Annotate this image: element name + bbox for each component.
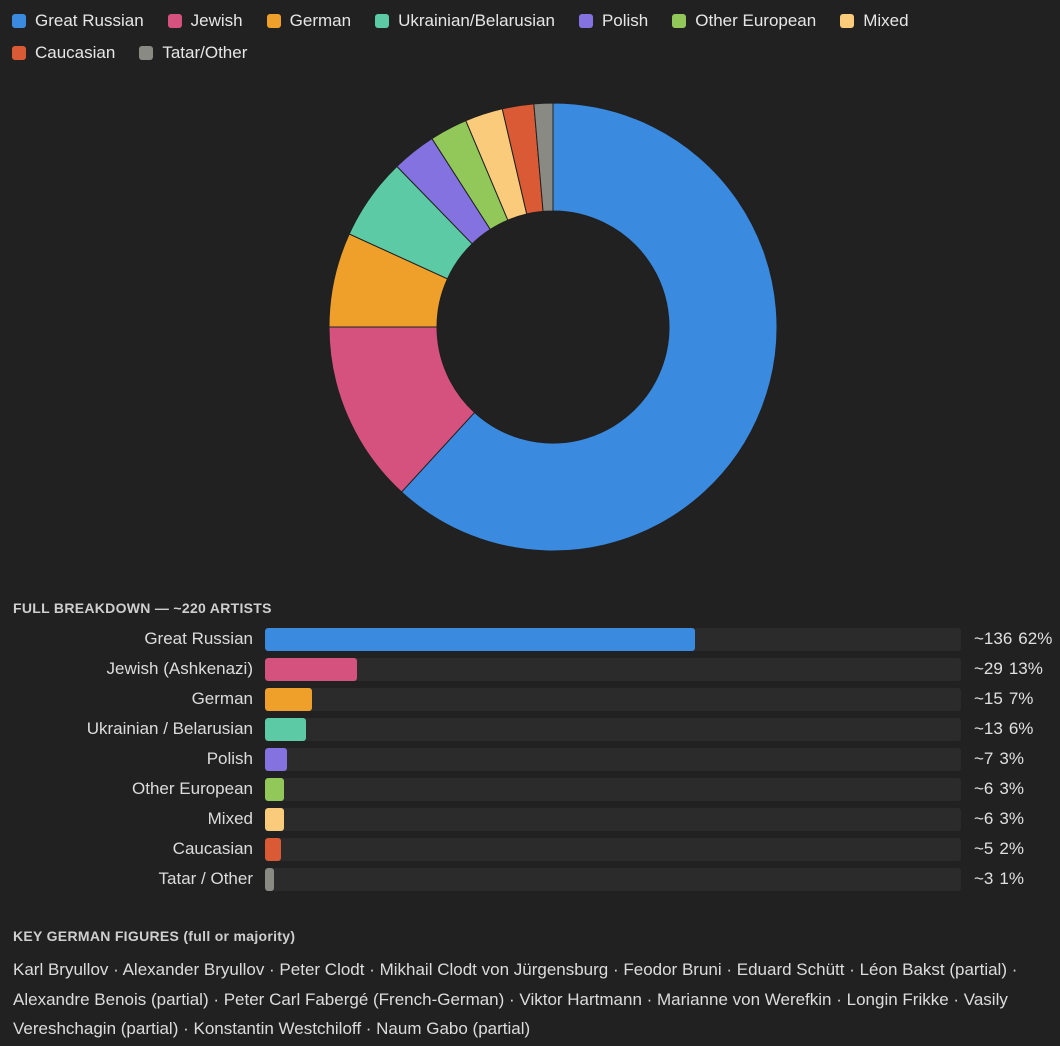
legend-swatch — [375, 14, 390, 28]
bar-count: ~6 — [974, 809, 994, 828]
bar-fill-caucasian[interactable] — [265, 838, 281, 861]
bar-count: ~3 — [974, 869, 994, 888]
bar-percent: 1% — [999, 869, 1024, 888]
legend-label: Polish — [601, 11, 649, 30]
legend-label: Ukrainian/Belarusian — [398, 11, 555, 30]
legend-swatch — [840, 14, 855, 28]
bar-label: Great Russian — [144, 629, 253, 648]
legend-label: Tatar/Other — [162, 43, 248, 62]
bar-track — [265, 718, 961, 741]
bar-row-caucasian: Caucasian ~5 2% — [0, 835, 1060, 865]
bar-value-label: ~3 1% — [974, 869, 1024, 889]
bar-percent: 3% — [999, 809, 1024, 828]
legend-swatch — [139, 46, 154, 60]
legend-swatch — [578, 14, 593, 28]
legend-item-polish[interactable]: Polish — [578, 10, 649, 32]
legend-swatch — [167, 14, 182, 28]
bar-fill-great-russian[interactable] — [265, 628, 696, 651]
bar-count: ~15 — [974, 689, 1003, 708]
bar-row-mixed: Mixed ~6 3% — [0, 805, 1060, 835]
donut-slice-tatar-other[interactable] — [533, 102, 554, 212]
legend-item-german[interactable]: German — [266, 10, 352, 32]
bar-count: ~13 — [974, 719, 1003, 738]
bar-percent: 62% — [1018, 629, 1053, 648]
breakdown-title: FULL BREAKDOWN — ~220 ARTISTS — [13, 600, 272, 616]
bar-label: Ukrainian / Belarusian — [86, 719, 253, 738]
legend-swatch — [672, 14, 687, 28]
bar-track — [265, 838, 961, 861]
bar-value-label: ~6 3% — [974, 779, 1024, 799]
bar-value-label: ~7 3% — [974, 749, 1024, 769]
figures-title: KEY GERMAN FIGURES (full or majority) — [13, 928, 296, 944]
bar-count: ~29 — [974, 659, 1003, 678]
bar-percent: 2% — [999, 839, 1024, 858]
bar-percent: 6% — [1008, 719, 1034, 738]
donut-chart — [328, 102, 778, 552]
figures-list: Karl Bryullov · Alexander Bryullov · Pet… — [13, 960, 1018, 1038]
bar-label: Polish — [206, 749, 253, 768]
bar-fill-mixed[interactable] — [265, 808, 284, 831]
bar-percent: 13% — [1008, 659, 1043, 678]
bar-row-great-russian: Great Russian ~136 62% — [0, 625, 1060, 655]
legend-label: Caucasian — [35, 43, 116, 62]
bar-fill-polish[interactable] — [265, 748, 288, 771]
bar-count: ~136 — [974, 629, 1013, 648]
bar-label: German — [191, 689, 253, 708]
bar-fill-ukrainian-belarusian[interactable] — [265, 718, 307, 741]
legend-label: Other European — [695, 11, 817, 30]
legend-item-tatar-other[interactable]: Tatar/Other — [139, 42, 247, 64]
legend-label: Mixed — [863, 11, 909, 30]
bar-value-label: ~29 13% — [974, 659, 1043, 679]
bar-row-ukrainian-belarusian: Ukrainian / Belarusian ~13 6% — [0, 715, 1060, 745]
legend-label: Great Russian — [35, 11, 144, 30]
bar-label: Mixed — [207, 809, 253, 828]
legend-item-other-european[interactable]: Other European — [672, 10, 816, 32]
bar-label: Jewish (Ashkenazi) — [106, 659, 253, 678]
bar-track — [265, 628, 961, 651]
bar-row-german: German ~15 7% — [0, 685, 1060, 715]
bar-track — [265, 748, 961, 771]
legend-label: German — [289, 11, 352, 30]
bar-count: ~7 — [974, 749, 994, 768]
bar-fill-jewish-ashkenazi[interactable] — [265, 658, 357, 681]
bar-row-jewish-ashkenazi: Jewish (Ashkenazi) ~29 13% — [0, 655, 1060, 685]
bar-track — [265, 778, 961, 801]
bar-count: ~6 — [974, 779, 994, 798]
bar-value-label: ~136 62% — [974, 629, 1052, 649]
bar-value-label: ~15 7% — [974, 689, 1033, 709]
bar-value-label: ~5 2% — [974, 839, 1024, 859]
chart-legend: Great Russian Jewish German Ukrainian/Belar… — [12, 10, 1058, 64]
bar-track — [265, 808, 961, 831]
bar-track — [265, 658, 961, 681]
legend-swatch — [12, 14, 26, 28]
legend-item-mixed[interactable]: Mixed — [840, 10, 909, 32]
bar-percent: 7% — [1008, 689, 1034, 708]
bar-fill-german[interactable] — [265, 688, 313, 711]
legend-label: Jewish — [190, 11, 243, 30]
bar-label: Caucasian — [172, 839, 253, 858]
bar-value-label: ~13 6% — [974, 719, 1033, 739]
bar-track — [265, 868, 961, 891]
bar-fill-other-european[interactable] — [265, 778, 284, 801]
bar-fill-tatar-other[interactable] — [265, 868, 275, 891]
bar-percent: 3% — [999, 779, 1024, 798]
bar-row-polish: Polish ~7 3% — [0, 745, 1060, 775]
bar-label: Tatar / Other — [158, 869, 253, 888]
legend-item-great-russian[interactable]: Great Russian — [12, 10, 144, 32]
bar-track — [265, 688, 961, 711]
legend-swatch — [12, 46, 26, 60]
bar-row-other-european: Other European ~6 3% — [0, 775, 1060, 805]
bar-label: Other European — [132, 779, 253, 798]
donut-slice-great-russian[interactable] — [400, 102, 778, 552]
bar-count: ~5 — [974, 839, 994, 858]
legend-item-caucasian[interactable]: Caucasian — [12, 42, 115, 64]
bar-row-tatar-other: Tatar / Other ~3 1% — [0, 865, 1060, 895]
legend-swatch — [266, 14, 281, 28]
bar-value-label: ~6 3% — [974, 809, 1024, 829]
legend-item-ukrainian-belarusian[interactable]: Ukrainian/Belarusian — [375, 10, 555, 32]
legend-item-jewish[interactable]: Jewish — [167, 10, 243, 32]
bar-percent: 3% — [999, 749, 1024, 768]
